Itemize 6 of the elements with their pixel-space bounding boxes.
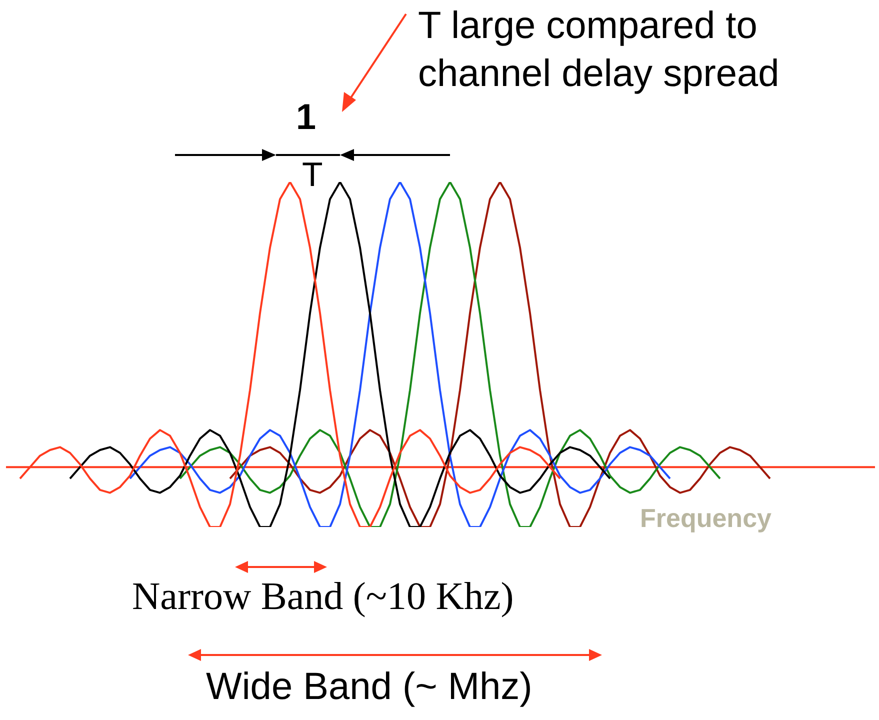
text: Wide Band (~ Mhz) (206, 666, 532, 709)
text: Narrow Band (~10 Khz) (132, 574, 514, 619)
text: 1 (296, 96, 316, 138)
annotation: T (302, 156, 323, 195)
x-axis-title: Frequency (640, 503, 772, 534)
text: T large compared to channel delay spread (418, 4, 780, 97)
